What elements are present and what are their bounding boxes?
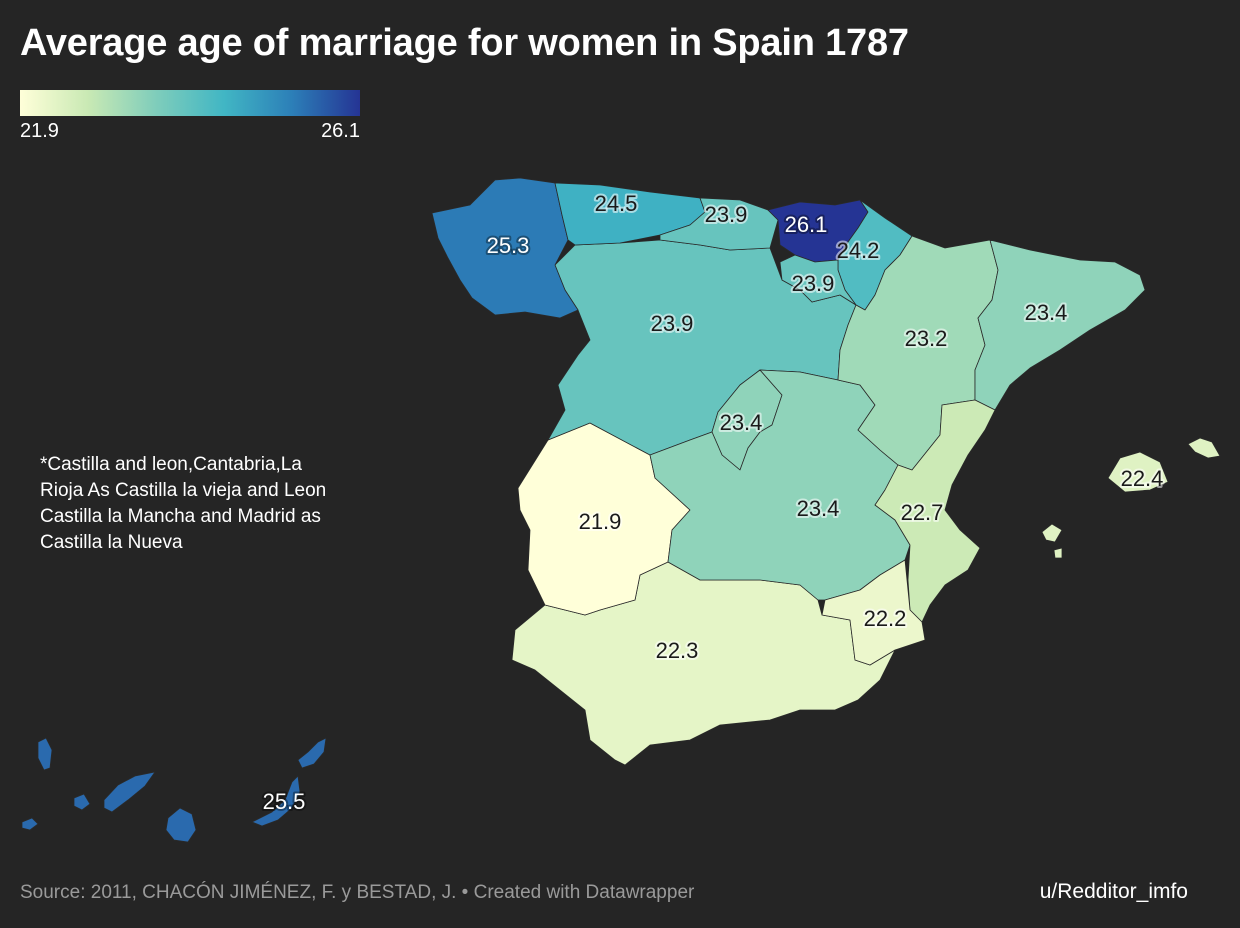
legend-min-label: 21.9 [20, 120, 59, 142]
region-value-label: 25.3 [487, 233, 530, 258]
region-value-label: 23.4 [797, 496, 840, 521]
region-value-label: 25.5 [263, 789, 306, 814]
color-legend: 21.9 26.1 [20, 90, 360, 142]
region-value-labels: 25.324.5 23.9 26.124.223.923.923.223.423.4… [261, 189, 1166, 816]
source-note: Source: 2011, CHACÓN JIMÉNEZ, F. y BESTA… [20, 882, 695, 903]
region-value-label: 22.7 [901, 500, 944, 525]
region-balearic-islands[interactable] [1041, 437, 1221, 559]
region-value-label: 23.2 [905, 326, 948, 351]
author-credit: u/Redditor_imfo [1039, 880, 1188, 903]
region-value-label: 21.9 [579, 509, 622, 534]
legend-gradient-bar [20, 90, 360, 116]
region-murcia[interactable] [821, 559, 926, 666]
region-value-label: 24.2 [837, 238, 880, 263]
region-la-rioja[interactable] [779, 254, 857, 306]
map-title: Average age of marriage for women in Spa… [20, 22, 909, 64]
region-value-label: 22.4 [1121, 466, 1164, 491]
region-value-label: 23.9 [705, 202, 748, 227]
region-value-label: 23.4 [1025, 300, 1068, 325]
region-value-label: 23.9 [792, 271, 835, 296]
region-valencia[interactable] [874, 399, 996, 623]
region-canary-islands[interactable] [21, 737, 327, 843]
region-galicia[interactable] [431, 177, 579, 319]
region-value-label: 22.2 [864, 606, 907, 631]
region-cantabria[interactable] [659, 197, 779, 251]
region-value-label: 24.5 [595, 191, 638, 216]
region-note: *Castilla and leon,Cantabria,La Rioja As… [40, 454, 327, 553]
region-value-label: 26.1 [785, 212, 828, 237]
region-value-label: 23.4 [720, 410, 763, 435]
region-value-label: 22.3 [656, 638, 699, 663]
region-catalonia[interactable] [974, 239, 1146, 411]
region-value-label: 23.9 [651, 311, 694, 336]
legend-max-label: 26.1 [321, 120, 360, 142]
